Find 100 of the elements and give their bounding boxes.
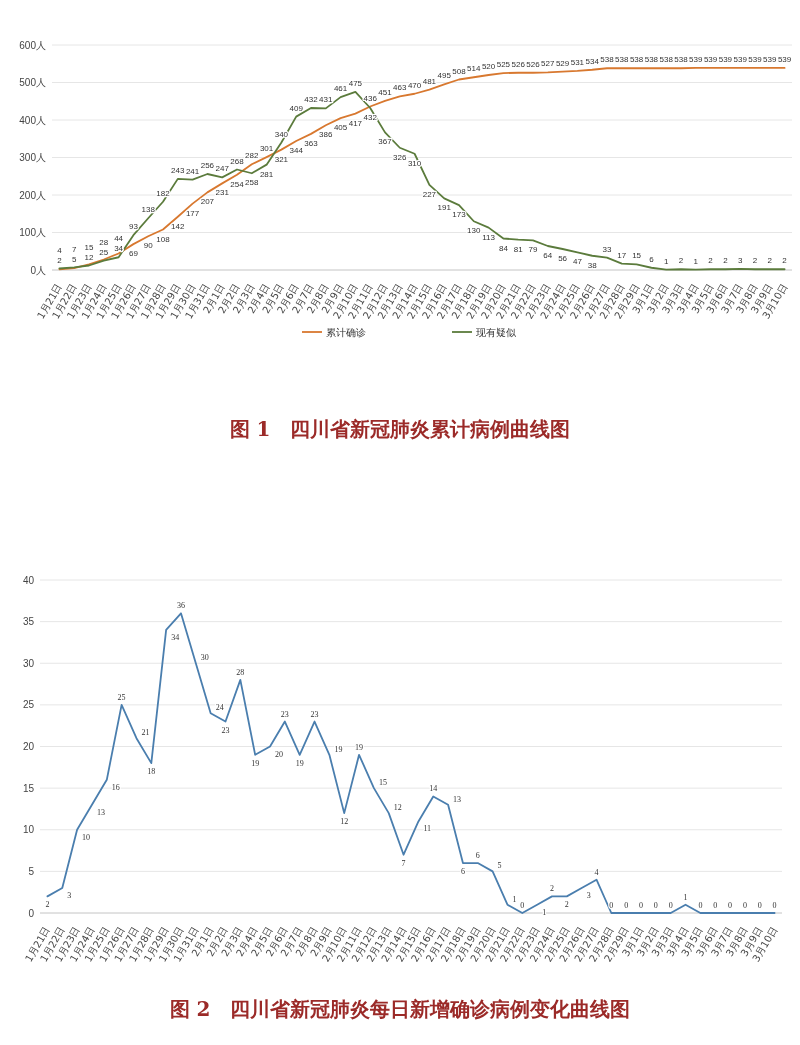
data-label: 514 [467, 64, 482, 74]
data-label: 19 [334, 744, 343, 754]
data-label: 1 [663, 256, 669, 266]
data-label: 539 [718, 54, 733, 64]
data-label: 529 [555, 58, 570, 68]
data-label: 28 [99, 237, 109, 247]
data-label: 15 [84, 242, 94, 252]
data-label: 13 [453, 794, 462, 804]
data-label: 191 [437, 203, 452, 213]
data-label: 538 [674, 55, 689, 65]
data-label: 0 [757, 901, 762, 910]
data-label: 241 [185, 166, 200, 176]
data-label: 417 [348, 118, 363, 128]
data-label: 33 [602, 244, 612, 254]
data-label: 113 [482, 232, 496, 242]
data-label: 481 [422, 76, 437, 86]
data-label: 6 [460, 867, 465, 877]
data-label: 367 [378, 137, 393, 147]
data-label: 527 [541, 59, 556, 69]
y-tick-label: 500人 [19, 77, 46, 88]
data-label: 508 [452, 66, 467, 76]
data-label: 12 [340, 817, 349, 827]
y-tick-label: 5 [28, 865, 35, 877]
y-tick-label: 10 [22, 824, 35, 836]
data-label: 34 [114, 244, 124, 254]
data-label: 256 [200, 161, 215, 170]
data-label: 268 [230, 156, 245, 166]
data-label: 495 [437, 71, 452, 81]
data-label: 130 [467, 226, 482, 236]
data-label: 538 [615, 55, 630, 65]
data-label: 463 [393, 83, 408, 93]
y-tick-label: 20 [22, 741, 35, 752]
data-label: 90 [143, 241, 154, 251]
data-label: 2 [549, 884, 554, 894]
data-label: 23 [280, 709, 289, 719]
data-label: 0 [742, 901, 747, 910]
data-label: 475 [348, 78, 363, 88]
y-tick-label: 30 [22, 657, 35, 669]
data-label: 182 [156, 188, 171, 198]
y-tick-label: 25 [22, 699, 35, 711]
data-label: 23 [221, 725, 230, 735]
data-label: 539 [748, 54, 763, 64]
data-label: 386 [319, 130, 334, 140]
data-label: 1 [542, 907, 547, 917]
data-label: 534 [585, 56, 600, 66]
data-label: 11 [423, 824, 432, 834]
data-label: 231 [215, 188, 230, 198]
data-label: 3 [737, 255, 743, 265]
data-label: 207 [200, 197, 215, 207]
data-label: 4 [57, 246, 63, 256]
data-label: 5 [71, 255, 77, 265]
data-label: 6 [649, 254, 655, 264]
data-label: 282 [245, 151, 260, 161]
data-label: 405 [333, 123, 348, 133]
data-label: 3 [67, 891, 72, 901]
data-label: 0 [698, 901, 703, 910]
data-label: 81 [513, 244, 524, 254]
text: 图 1 四川省新冠肺炎累计病例曲线图 [229, 417, 571, 441]
data-label: 16 [111, 782, 120, 792]
data-label: 526 [526, 59, 541, 69]
data-label: 21 [141, 728, 150, 738]
y-tick-label: 600人 [19, 39, 46, 51]
data-label: 0 [520, 901, 525, 910]
data-label: 539 [689, 54, 704, 64]
data-label: 18 [147, 767, 156, 777]
legend-label: 现有疑似 [476, 327, 516, 338]
data-label: 539 [763, 54, 778, 64]
data-label: 451 [378, 87, 393, 97]
data-label: 539 [733, 54, 748, 64]
data-label: 2 [45, 900, 50, 910]
data-label: 0 [653, 901, 658, 910]
data-label: 20 [275, 749, 284, 759]
y-tick-label: 100人 [19, 227, 46, 238]
data-label: 19 [295, 758, 304, 768]
data-label: 2 [752, 256, 758, 266]
data-label: 0 [639, 901, 644, 910]
data-label: 19 [355, 742, 364, 752]
data-label: 525 [496, 60, 511, 70]
data-label: 84 [498, 243, 509, 253]
data-label: 526 [511, 59, 526, 69]
text: 图 2 四川省新冠肺炎每日新增确诊病例变化曲线图 [169, 997, 631, 1021]
data-label: 14 [429, 784, 438, 794]
data-label: 64 [543, 251, 553, 260]
data-label: 7 [401, 858, 406, 868]
data-label: 538 [659, 55, 674, 65]
data-label: 7 [71, 245, 77, 255]
data-label: 2 [564, 900, 569, 910]
data-label: 142 [171, 221, 186, 231]
data-label: 344 [289, 146, 304, 155]
data-label: 3 [586, 891, 591, 901]
data-label: 0 [668, 901, 673, 910]
data-label: 0 [728, 901, 733, 910]
data-label: 539 [703, 54, 718, 64]
data-label: 432 [304, 95, 319, 104]
data-label: 1 [512, 894, 517, 904]
data-label: 539 [777, 54, 792, 64]
data-label: 25 [99, 247, 109, 257]
data-label: 2 [678, 256, 684, 266]
data-label: 173 [452, 210, 467, 220]
data-label: 1 [693, 256, 699, 266]
